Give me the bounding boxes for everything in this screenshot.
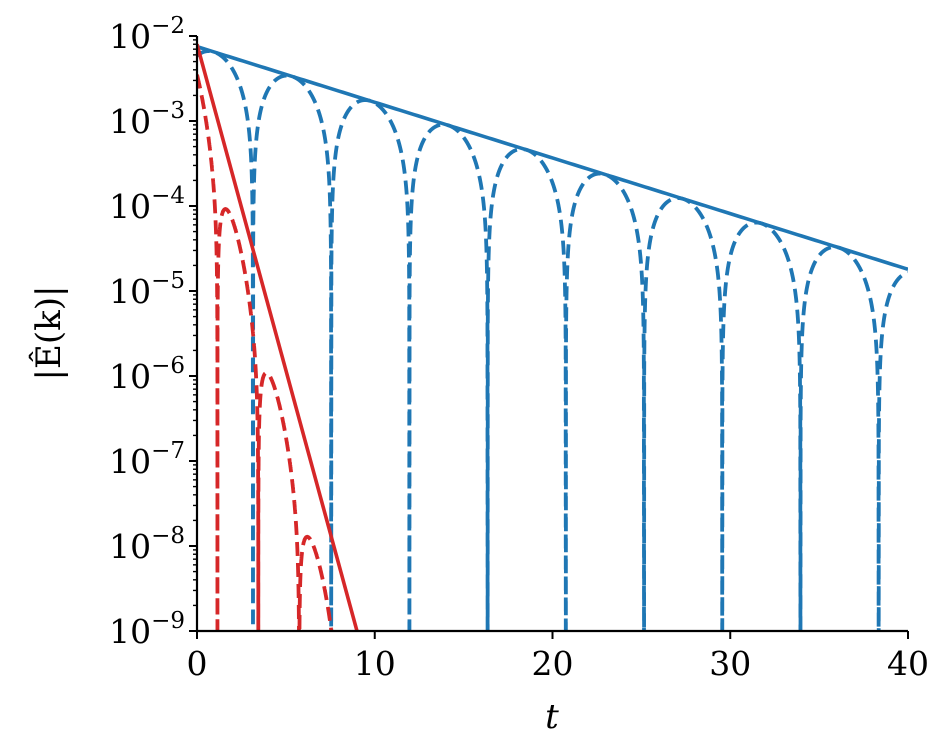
y-tick-label: 10−4	[109, 183, 185, 226]
blue-oscillation-line	[197, 49, 908, 631]
x-ticks: 0 10 20 30 40	[187, 631, 929, 683]
x-tick-label: 10	[354, 644, 396, 683]
x-tick-label: 30	[709, 644, 751, 683]
y-axis-label: |Ê(k)|	[28, 286, 69, 381]
series-layer	[197, 43, 908, 631]
x-tick-label: 0	[187, 644, 208, 683]
y-tick-label: 10−9	[109, 608, 185, 651]
blue-envelope-line	[197, 44, 908, 272]
y-tick-label: 10−2	[109, 13, 185, 56]
red-oscillation-line	[197, 73, 334, 631]
y-tick-label: 10−6	[109, 353, 185, 396]
y-tick-label: 10−7	[109, 438, 185, 481]
y-tick-label: 10−3	[109, 98, 185, 141]
x-axis-label: t	[545, 697, 559, 737]
y-tick-label: 10−5	[109, 268, 185, 311]
red-envelope-line	[197, 43, 359, 631]
y-tick-label: 10−8	[109, 523, 185, 566]
y-ticks: 10−2 10−3 10−4 10−5 10−6 10−7 10−8 10−9	[109, 13, 197, 651]
x-tick-label: 40	[887, 644, 929, 683]
x-tick-label: 20	[532, 644, 574, 683]
